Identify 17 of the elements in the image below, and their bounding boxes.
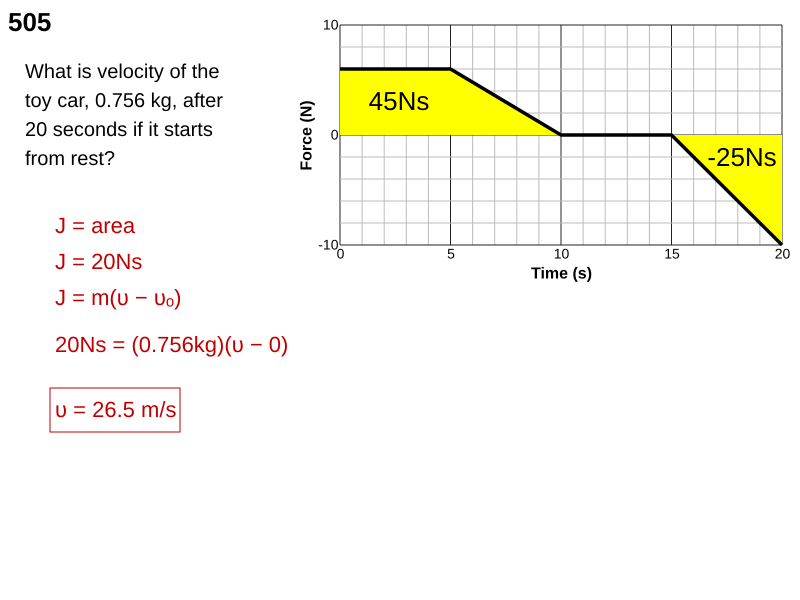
x-tick-label: 5 bbox=[447, 246, 456, 262]
x-tick-label: 15 bbox=[664, 246, 680, 262]
text: J = 20Ns bbox=[55, 249, 142, 274]
x-tick-label: 10 bbox=[554, 246, 570, 262]
text: J = area bbox=[55, 213, 136, 238]
annotation: 45Ns bbox=[368, 86, 430, 116]
x-tick-label: 20 bbox=[774, 246, 790, 262]
text: J = m(υ − υₒ) bbox=[55, 285, 182, 310]
y-tick-label: 0 bbox=[330, 126, 339, 142]
text: 505 bbox=[8, 7, 52, 37]
y-tick-label: 10 bbox=[322, 16, 339, 32]
text: υ = 26.5 m/s bbox=[55, 397, 176, 422]
text: What is velocity of the toy car, 0.756 kg, after 20 seconds if it starts from rest? bbox=[25, 61, 224, 170]
y-axis-title: Force (N) bbox=[298, 100, 316, 171]
text: 20Ns = (0.756kg)(υ − 0) bbox=[55, 332, 288, 357]
x-axis-title: Time (s) bbox=[530, 266, 592, 282]
annotation: -25Ns bbox=[707, 142, 777, 172]
